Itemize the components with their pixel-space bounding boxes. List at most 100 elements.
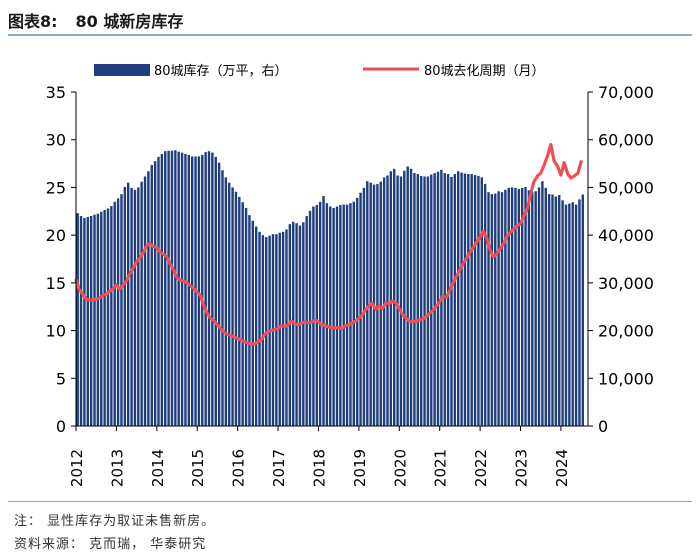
bar (258, 231, 261, 426)
bar (126, 182, 130, 426)
bar (551, 194, 554, 426)
bar (93, 214, 96, 426)
bar (217, 162, 221, 426)
bar (234, 191, 238, 426)
bar (416, 174, 420, 426)
bar (436, 171, 440, 426)
bar (201, 154, 204, 426)
bar (76, 213, 79, 426)
bar (241, 202, 244, 426)
bar (473, 175, 477, 426)
bar (406, 166, 409, 426)
bar (514, 187, 517, 426)
right-tick-label: 0 (598, 417, 608, 436)
legend-label-bar: 80城库存（万平，右） (154, 63, 288, 79)
bar (123, 186, 127, 426)
bar (184, 154, 187, 426)
x-tick-label: 2014 (149, 449, 167, 487)
x-tick-label: 2023 (513, 449, 531, 487)
bar (308, 210, 312, 426)
bar (207, 151, 211, 427)
left-tick-label: 15 (46, 274, 66, 293)
bar (278, 232, 281, 426)
bar (100, 211, 103, 426)
bar (322, 196, 325, 426)
bar (507, 187, 510, 426)
right-tick-label: 10,000 (598, 369, 654, 388)
bar (366, 181, 369, 426)
bar (197, 156, 201, 426)
bar (89, 216, 93, 426)
bar (167, 150, 170, 426)
bar (426, 176, 430, 426)
bar (500, 192, 504, 426)
figure-title-text: 80 城新房库存 (75, 12, 184, 31)
left-tick-label: 0 (56, 417, 66, 436)
bar (96, 213, 100, 426)
bar (460, 172, 463, 426)
bar (130, 187, 133, 426)
bar (211, 152, 214, 426)
bar (571, 202, 574, 426)
x-tick-label: 2018 (310, 449, 328, 487)
bar (581, 194, 585, 426)
x-tick-label: 2022 (472, 449, 490, 487)
left-tick-label: 30 (46, 131, 66, 150)
bar (110, 206, 113, 426)
bar (248, 215, 251, 426)
bar (170, 150, 174, 426)
left-tick-label: 5 (56, 369, 66, 388)
bar (561, 200, 564, 426)
bar (527, 190, 531, 426)
bar (332, 207, 335, 426)
legend-label-line: 80城去化周期（月） (424, 64, 545, 79)
bar (103, 209, 106, 426)
bar (190, 156, 194, 426)
bar (547, 194, 551, 426)
bar (231, 187, 234, 426)
bar (433, 173, 436, 426)
bar (403, 170, 406, 426)
bar (359, 192, 362, 426)
bar (113, 201, 116, 426)
bar (180, 152, 184, 426)
bar (204, 152, 207, 426)
bar (302, 222, 305, 426)
bar (251, 220, 254, 426)
bar (228, 182, 231, 426)
left-tick-label: 10 (46, 322, 66, 341)
left-tick-label: 25 (46, 178, 66, 197)
bar (558, 195, 561, 426)
bar (409, 168, 413, 426)
bar (453, 174, 457, 426)
bar (393, 168, 396, 426)
x-tick-label: 2015 (189, 449, 207, 487)
bar (312, 206, 315, 426)
x-tick-label: 2017 (270, 449, 288, 487)
right-tick-label: 20,000 (598, 322, 654, 341)
bar (325, 203, 329, 426)
bar (335, 206, 339, 426)
bar (467, 174, 470, 426)
figure-title: 图表8: 80 城新房库存 (8, 8, 183, 32)
bar (352, 201, 356, 426)
source-note: 资料来源： 克而瑞， 华泰研究 (14, 537, 207, 552)
bar (345, 204, 349, 426)
left-tick-label: 35 (46, 83, 66, 102)
bar (413, 173, 416, 426)
bar (382, 177, 386, 426)
x-tick-label: 2016 (230, 449, 248, 487)
bar (174, 150, 177, 426)
bar (106, 208, 110, 426)
bar (79, 216, 83, 426)
bar (450, 176, 453, 426)
bar (315, 205, 318, 426)
bar (339, 205, 342, 426)
bar (520, 187, 524, 426)
footnote: 注： 显性库存为取证未售新房。 (14, 514, 216, 529)
bar (221, 170, 224, 426)
bar (446, 174, 450, 426)
bar (355, 197, 359, 426)
bar (463, 173, 467, 426)
bottom-rule (8, 501, 692, 502)
